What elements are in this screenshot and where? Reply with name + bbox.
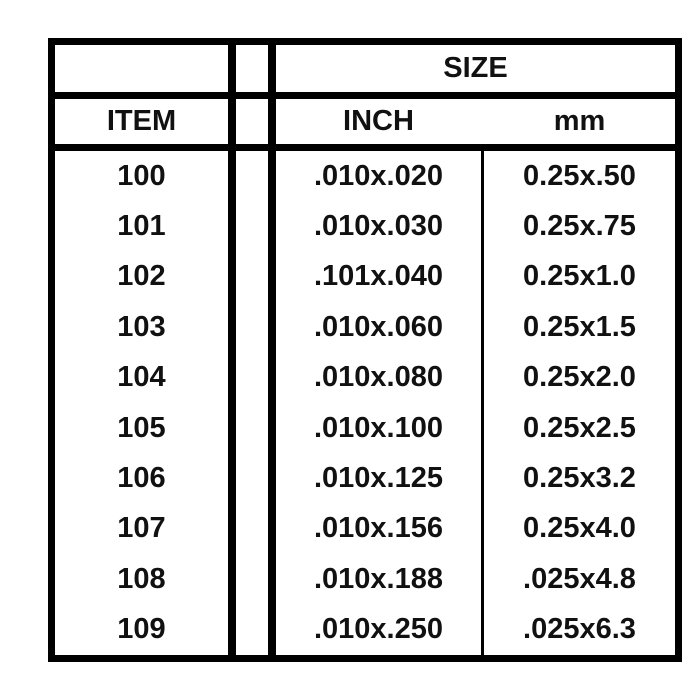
mm-header: mm xyxy=(553,105,606,137)
mm-cell: 0.25x2.0 xyxy=(523,361,636,394)
mm-cell: 0.25x4.0 xyxy=(523,512,636,545)
inch-cell: .010x.020 xyxy=(313,159,443,192)
inch-cell: .010x.250 xyxy=(313,613,443,646)
table-border-left xyxy=(48,38,55,662)
header-divider xyxy=(48,144,682,151)
mm-cell: 0.25x1.0 xyxy=(523,260,636,293)
table-border-bottom xyxy=(48,655,682,662)
inch-cell: .010x.100 xyxy=(313,411,443,444)
mm-cell: 0.25x3.2 xyxy=(523,462,636,495)
item-cell: 101 xyxy=(117,210,166,243)
inch-cell: .010x.060 xyxy=(313,310,443,343)
item-cell: 102 xyxy=(117,260,166,293)
item-cell: 104 xyxy=(117,361,166,394)
inch-header: INCH xyxy=(343,105,414,137)
inch-cell: .010x.080 xyxy=(313,361,443,394)
inch-cell: .101x.040 xyxy=(313,260,443,293)
inch-cell: .010x.188 xyxy=(313,562,443,595)
header-divider xyxy=(48,92,682,99)
item-cell: 108 xyxy=(117,562,166,595)
size-header: SIZE xyxy=(443,52,508,84)
mm-cell: 0.25x.50 xyxy=(523,159,636,192)
item-cell: 100 xyxy=(117,159,166,192)
mm-cell: 0.25x.75 xyxy=(523,210,636,243)
table-border-top xyxy=(48,38,682,45)
item-cell: 105 xyxy=(117,411,166,444)
column-divider xyxy=(268,38,276,662)
mm-cell: 0.25x2.5 xyxy=(523,411,636,444)
table-border-right xyxy=(675,38,682,662)
item-cell: 107 xyxy=(117,512,166,545)
inch-mm-divider xyxy=(481,151,484,655)
mm-cell: .025x6.3 xyxy=(523,613,636,646)
column-divider xyxy=(228,38,236,662)
inch-cell: .010x.125 xyxy=(313,462,443,495)
mm-cell: 0.25x1.5 xyxy=(523,310,636,343)
item-header: ITEM xyxy=(106,105,177,137)
item-cell: 109 xyxy=(117,613,166,646)
item-cell: 103 xyxy=(117,310,166,343)
inch-cell: .010x.156 xyxy=(313,512,443,545)
mm-cell: .025x4.8 xyxy=(523,562,636,595)
item-cell: 106 xyxy=(117,462,166,495)
inch-cell: .010x.030 xyxy=(313,210,443,243)
